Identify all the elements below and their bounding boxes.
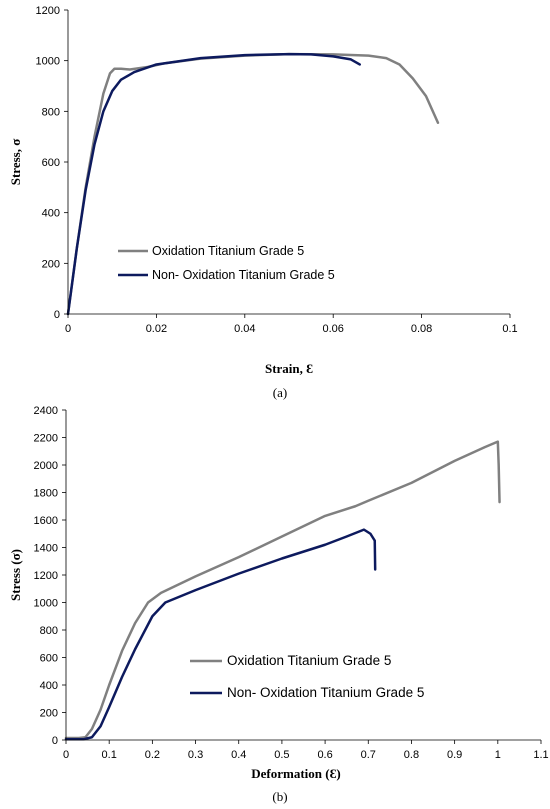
chart-b-y-tick-label: 600 <box>40 653 58 665</box>
chart-a-x-tick-label: 0.1 <box>502 323 517 335</box>
chart-b-y-tick-label: 2000 <box>34 460 58 472</box>
chart-a-y-axis-title: Stress, σ <box>8 139 23 186</box>
chart-b-y-tick-label: 1200 <box>34 570 58 582</box>
chart-b-x-axis-title: Deformation (Ɛ) <box>251 766 341 781</box>
chart-a-series <box>66 52 440 316</box>
chart-b-x-tick-label: 0.2 <box>145 749 160 761</box>
chart-a-x-tick-label: 0.04 <box>234 323 255 335</box>
chart-b-x-tick-label: 0.7 <box>361 749 376 761</box>
chart-b-legend: Oxidation Titanium Grade 5 Non- Oxidatio… <box>190 653 424 700</box>
chart-a: 0 0.02 0.04 0.06 0.08 0.1 0 200 400 600 800 1000 12… <box>8 5 518 400</box>
chart-b-legend-label-non-oxidation: Non- Oxidation Titanium Grade 5 <box>227 685 424 700</box>
chart-b: 0 0.1 0.2 0.3 0.4 0.5 0.6 0.7 0.8 0.9 1 1.1 0 200 400… <box>8 405 549 804</box>
chart-b-panel-label: (b) <box>272 789 287 804</box>
chart-b-series-line-oxidation <box>64 440 501 740</box>
chart-b-x-tick-label: 0.5 <box>274 749 289 761</box>
chart-b-x-tick-label: 0.9 <box>447 749 462 761</box>
chart-b-y-tick-label: 2200 <box>34 433 58 445</box>
chart-b-y-tick-label: 400 <box>40 680 58 692</box>
chart-a-x-axis-title: Strain, Ɛ <box>265 361 313 376</box>
chart-a-y-tick-label: 600 <box>42 157 60 169</box>
chart-a-x-tick-label: 0.02 <box>146 323 167 335</box>
chart-a-legend: Oxidation Titanium Grade 5 Non- Oxidatio… <box>118 244 335 282</box>
chart-b-y-tick-label: 1000 <box>34 598 58 610</box>
chart-b-y-tick-label: 2400 <box>34 405 58 417</box>
chart-b-series <box>64 440 501 741</box>
chart-a-y-tick-label: 200 <box>42 258 60 270</box>
chart-b-x-tick-label: 1.1 <box>533 749 548 761</box>
chart-a-panel-label: (a) <box>273 385 287 400</box>
chart-a-y-tick-label: 400 <box>42 208 60 220</box>
chart-b-x-tick-label: 0.8 <box>404 749 419 761</box>
chart-b-x-tick-label: 1 <box>495 749 501 761</box>
chart-b-y-tick-label: 1800 <box>34 488 58 500</box>
chart-a-legend-label-non-oxidation: Non- Oxidation Titanium Grade 5 <box>152 268 335 282</box>
chart-b-series-line-non-oxidation <box>64 528 377 741</box>
chart-b-y-tick-label: 0 <box>52 735 58 747</box>
chart-a-y-tick-label: 0 <box>54 309 60 321</box>
chart-b-y-axis-title: Stress (σ) <box>8 549 23 601</box>
chart-b-x-tick-label: 0.3 <box>188 749 203 761</box>
chart-b-x-tick-label: 0.1 <box>102 749 117 761</box>
chart-b-x-tick-label: 0.4 <box>231 749 246 761</box>
chart-a-x-tick-label: 0 <box>65 323 71 335</box>
chart-a-legend-label-oxidation: Oxidation Titanium Grade 5 <box>152 244 304 258</box>
chart-a-y-tick-label: 1000 <box>36 56 60 68</box>
chart-b-y-tick-label: 800 <box>40 625 58 637</box>
chart-a-y-tick-label: 1200 <box>36 5 60 17</box>
chart-b-x-tick-labels: 0 0.1 0.2 0.3 0.4 0.5 0.6 0.7 0.8 0.9 1 1.1 <box>63 740 549 761</box>
chart-b-y-tick-labels: 0 200 400 600 800 1000 1200 1400 1600 1800 2000 220… <box>34 405 66 747</box>
chart-b-x-tick-label: 0.6 <box>317 749 332 761</box>
chart-a-x-tick-label: 0.08 <box>411 323 432 335</box>
chart-b-legend-label-oxidation: Oxidation Titanium Grade 5 <box>227 653 391 668</box>
chart-a-x-tick-labels: 0 0.02 0.04 0.06 0.08 0.1 <box>65 314 518 335</box>
chart-b-y-tick-label: 1600 <box>34 515 58 527</box>
chart-b-y-tick-label: 200 <box>40 708 58 720</box>
chart-a-series-line-non-oxidation <box>66 52 361 316</box>
chart-a-y-tick-labels: 0 200 400 600 800 1000 1200 <box>36 5 68 321</box>
chart-b-x-tick-label: 0 <box>63 749 69 761</box>
chart-a-y-tick-label: 800 <box>42 106 60 118</box>
chart-a-x-tick-label: 0.06 <box>322 323 343 335</box>
chart-b-y-tick-label: 1400 <box>34 543 58 555</box>
